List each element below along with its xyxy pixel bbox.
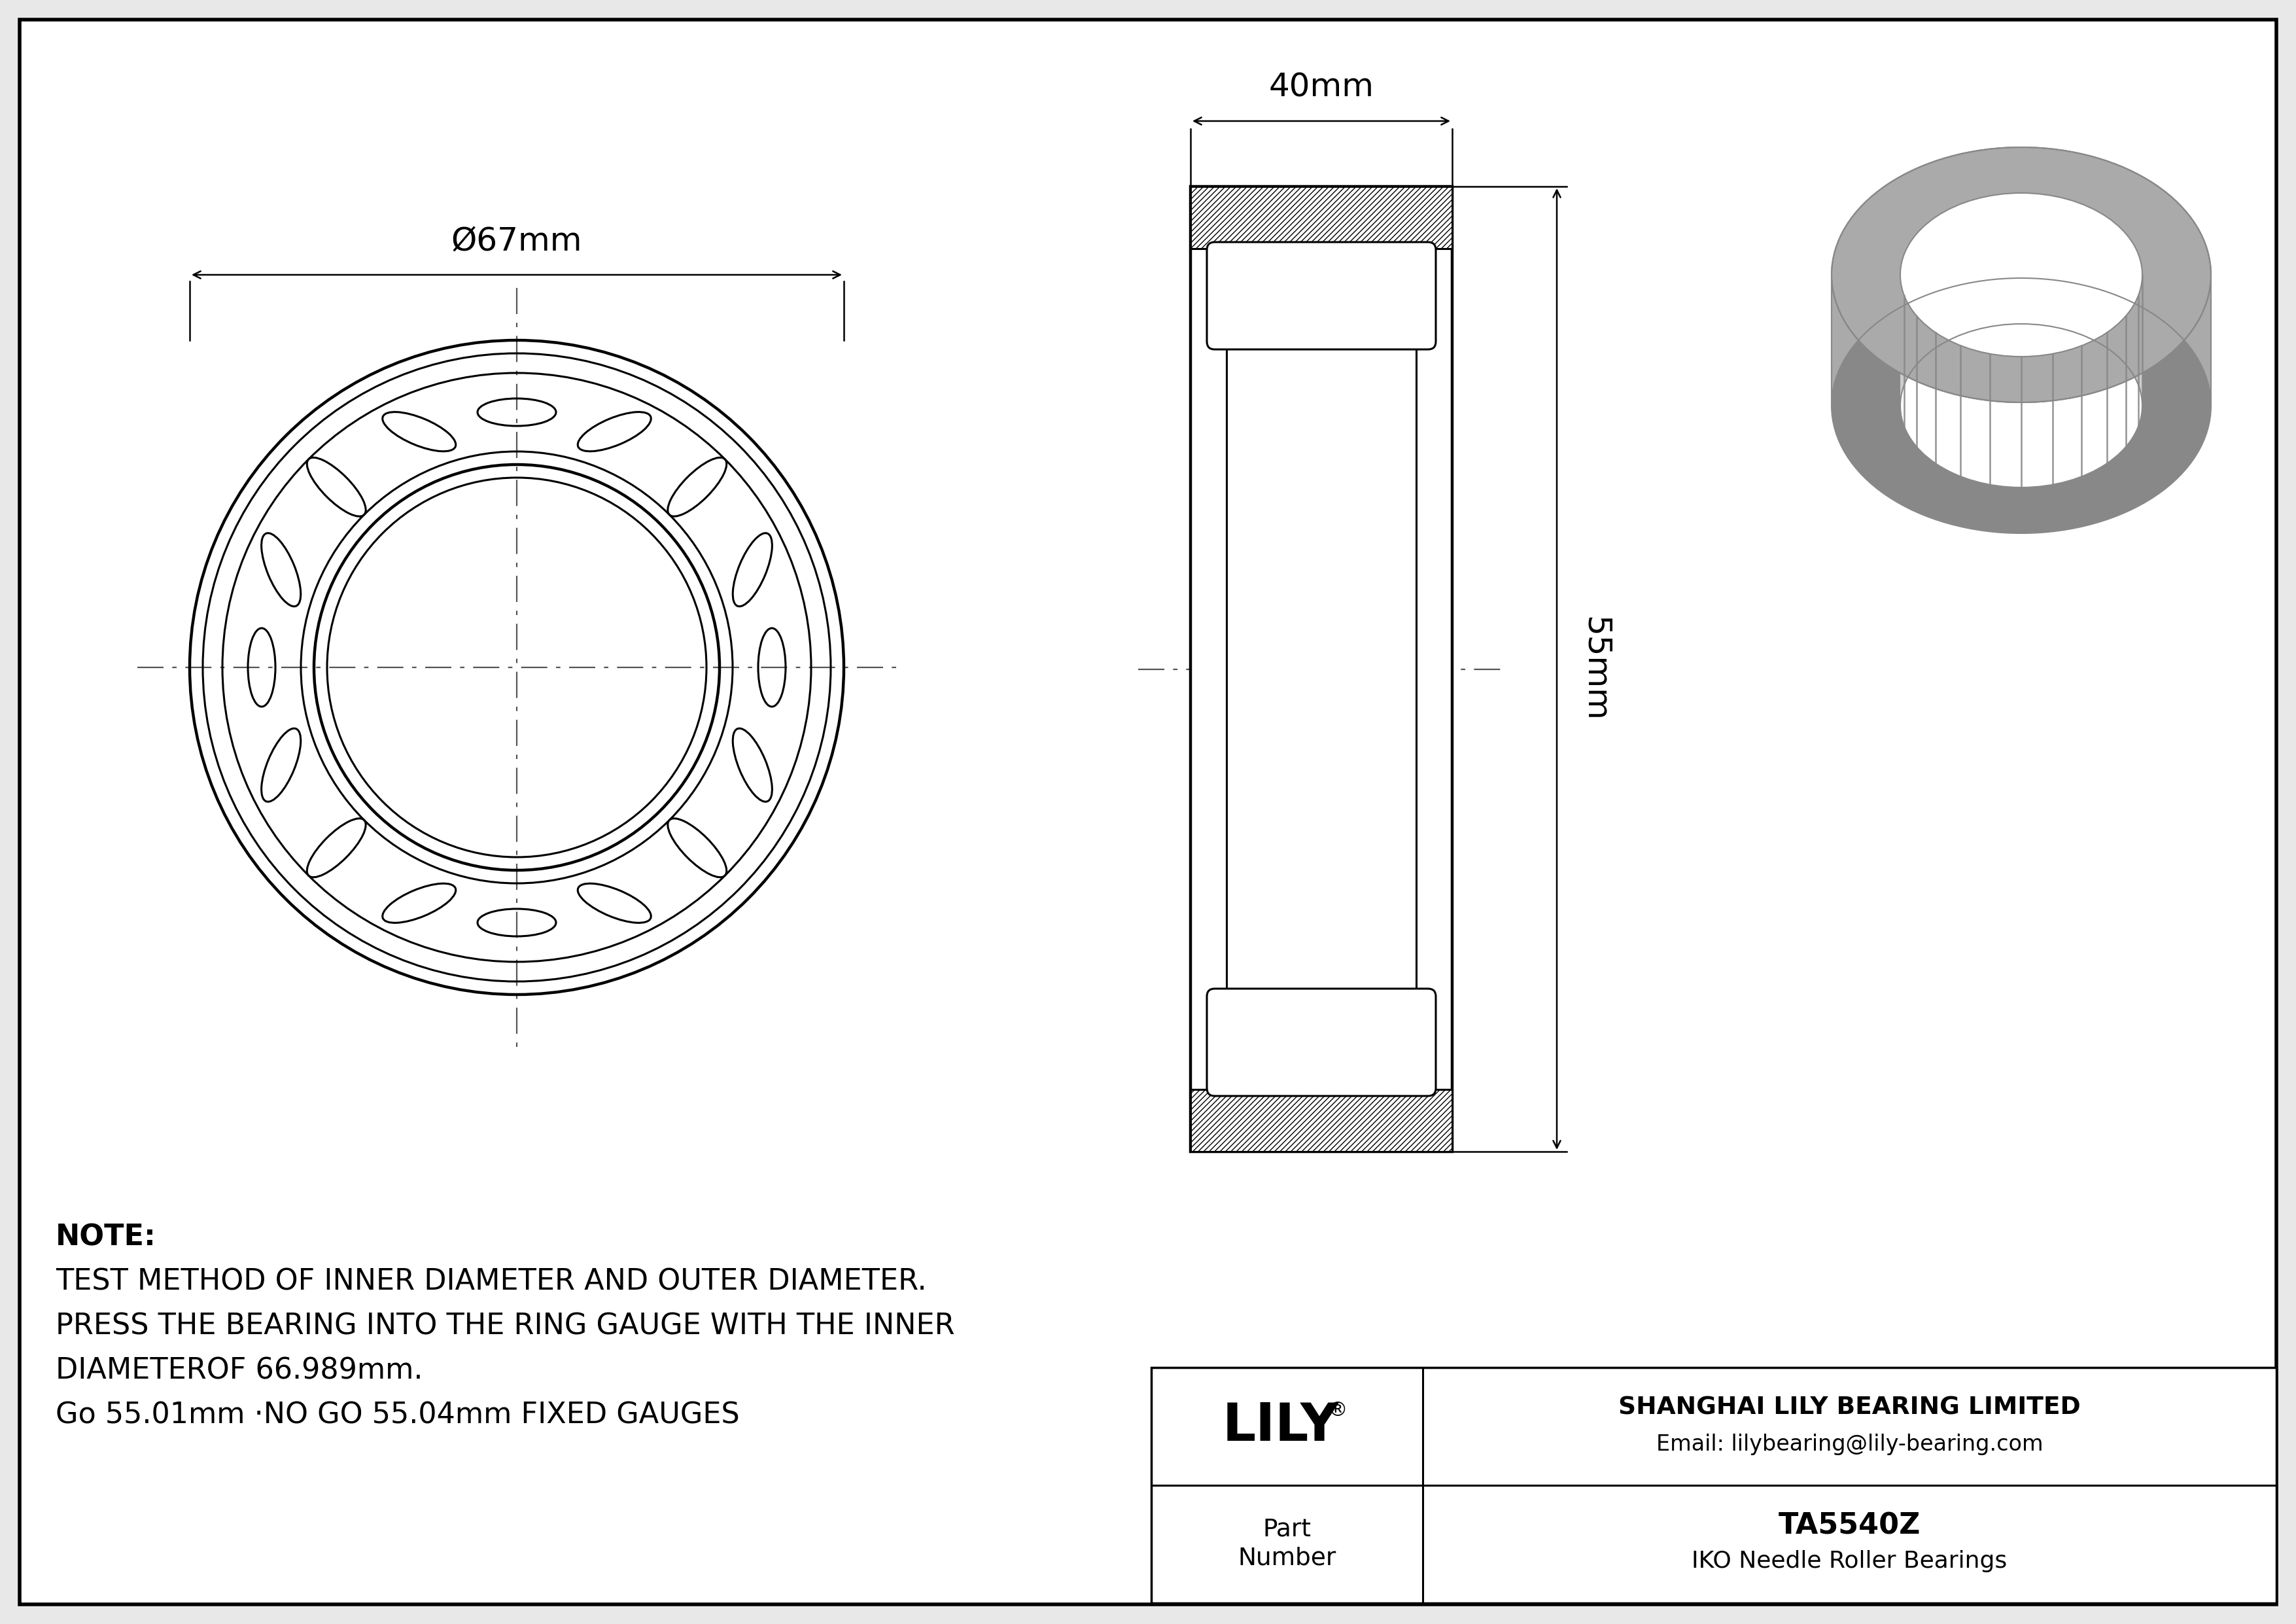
Text: 55mm: 55mm <box>1580 617 1612 721</box>
Text: DIAMETEROF 66.989mm.: DIAMETEROF 66.989mm. <box>55 1358 422 1385</box>
Text: TA5540Z: TA5540Z <box>1779 1512 1922 1540</box>
FancyBboxPatch shape <box>1208 242 1435 349</box>
Text: 40mm: 40mm <box>1270 71 1373 102</box>
Text: NOTE:: NOTE: <box>55 1223 156 1252</box>
Text: Ø67mm: Ø67mm <box>452 226 583 257</box>
Text: SHANGHAI LILY BEARING LIMITED: SHANGHAI LILY BEARING LIMITED <box>1619 1397 2080 1419</box>
Text: LILY: LILY <box>1221 1402 1339 1452</box>
Bar <box>1192 1090 1451 1151</box>
Text: ®: ® <box>1327 1400 1348 1419</box>
Text: TEST METHOD OF INNER DIAMETER AND OUTER DIAMETER.: TEST METHOD OF INNER DIAMETER AND OUTER … <box>55 1268 928 1296</box>
Bar <box>1192 187 1451 248</box>
Text: Number: Number <box>1238 1546 1336 1570</box>
Ellipse shape <box>1901 323 2142 487</box>
Text: Part: Part <box>1263 1518 1311 1541</box>
Bar <box>1150 1367 2275 1603</box>
Ellipse shape <box>1901 193 2142 357</box>
Text: PRESS THE BEARING INTO THE RING GAUGE WITH THE INNER: PRESS THE BEARING INTO THE RING GAUGE WI… <box>55 1312 955 1341</box>
Text: IKO Needle Roller Bearings: IKO Needle Roller Bearings <box>1692 1549 2007 1572</box>
Ellipse shape <box>1832 148 2211 403</box>
Ellipse shape <box>1832 278 2211 533</box>
Polygon shape <box>1901 274 2142 406</box>
Bar <box>1192 187 1451 1151</box>
Text: Email: lilybearing@lily-bearing.com: Email: lilybearing@lily-bearing.com <box>1655 1434 2043 1455</box>
FancyBboxPatch shape <box>1208 989 1435 1096</box>
Text: Go 55.01mm ·NO GO 55.04mm FIXED GAUGES: Go 55.01mm ·NO GO 55.04mm FIXED GAUGES <box>55 1402 739 1429</box>
Polygon shape <box>1832 274 2211 406</box>
